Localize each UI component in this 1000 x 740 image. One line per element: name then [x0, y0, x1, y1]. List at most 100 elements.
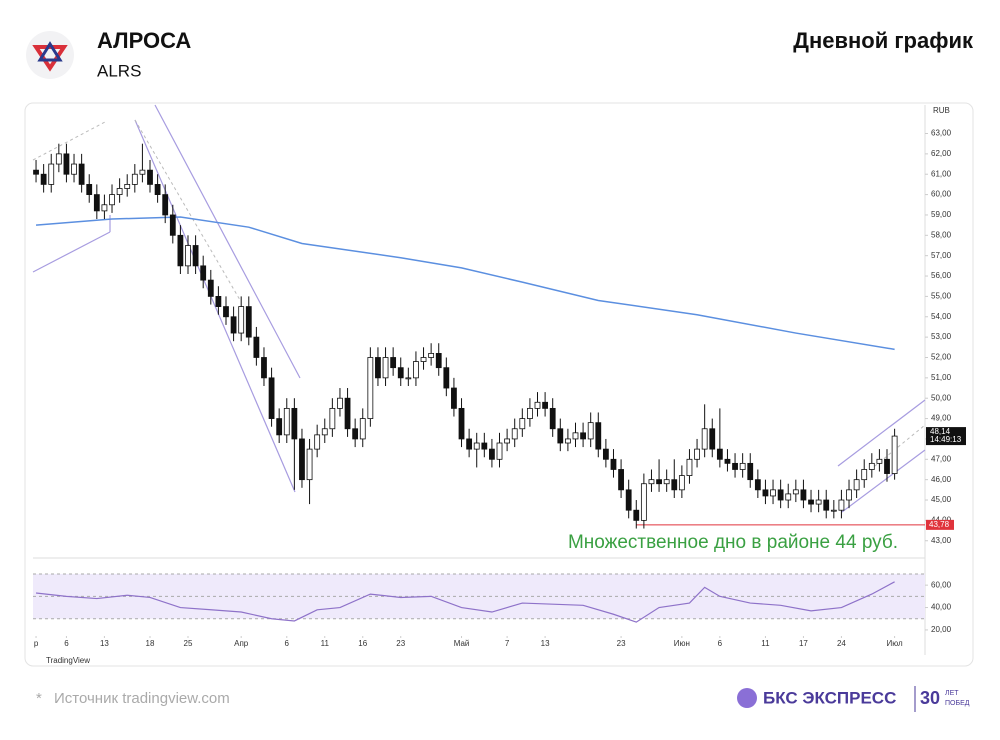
candle-body	[78, 163, 85, 185]
candle-body	[71, 163, 77, 175]
candle-body	[116, 188, 123, 195]
candle-body	[86, 184, 93, 195]
candle-body	[413, 361, 419, 379]
candle-body	[466, 438, 473, 450]
candle-body	[329, 407, 336, 430]
candle-body	[291, 407, 298, 440]
candle-body	[633, 509, 640, 521]
price-tag-time: 14:49:13	[930, 435, 962, 444]
candle-body	[747, 462, 754, 481]
candle-body	[830, 509, 837, 512]
candle-body	[762, 489, 769, 497]
candle-body	[397, 367, 404, 379]
candle-body	[154, 184, 161, 195]
candle-body	[215, 296, 222, 307]
candle-body	[580, 432, 586, 440]
candle-body	[109, 194, 115, 206]
logo	[26, 31, 74, 79]
candle-body	[245, 306, 252, 338]
y-tick-label: 45,00	[931, 495, 952, 504]
candle-body	[496, 442, 503, 460]
candle-body	[686, 458, 693, 476]
x-tick-label: 6	[64, 639, 69, 648]
candle-body	[868, 462, 875, 470]
years-text: ЛЕТ	[945, 690, 959, 697]
x-tick-label: 23	[396, 639, 405, 648]
note-mark: *	[36, 690, 42, 707]
candle-body	[663, 479, 670, 485]
candle-body	[640, 483, 647, 521]
candle-body	[283, 407, 290, 436]
candle-body	[823, 499, 830, 511]
candle-body	[549, 407, 556, 430]
candle-body	[276, 418, 283, 436]
years-text: ПОБЕД	[945, 700, 970, 707]
x-tick-label: 13	[100, 639, 109, 648]
candle-body	[694, 448, 700, 460]
candle-body	[511, 428, 518, 440]
candle-body	[192, 245, 199, 267]
candle-body	[337, 397, 343, 409]
chart-label: Дневной график	[793, 28, 974, 53]
price-tag-label: 48,14	[930, 427, 951, 436]
y-tick-label: 56,00	[931, 271, 952, 280]
candle-body	[299, 438, 305, 481]
x-tick-label: 11	[761, 639, 770, 648]
plot: 43,0044,0045,0046,0047,0048,0049,0050,00…	[33, 129, 966, 648]
candle-body	[200, 265, 207, 281]
candle-body	[443, 367, 450, 389]
candle-body	[815, 499, 822, 505]
y-tick-label: 61,00	[931, 169, 952, 178]
x-tick-label: 18	[146, 639, 155, 648]
candle-body	[382, 357, 389, 379]
candle-body	[671, 479, 678, 491]
candle-body	[770, 489, 776, 497]
candle-body	[124, 184, 131, 189]
candle-body	[268, 377, 275, 419]
y-tick-label: 59,00	[931, 210, 952, 219]
brand-icon	[737, 688, 757, 708]
y-tick-label: 63,00	[931, 129, 952, 138]
tv-logo: TradingView	[46, 656, 90, 665]
source: Источник tradingview.com	[54, 690, 230, 707]
candle-body	[352, 428, 359, 440]
candle-body	[451, 387, 457, 409]
candle-body	[595, 422, 602, 450]
candle-body	[754, 479, 761, 491]
x-tick-label: 6	[718, 639, 723, 648]
candle-body	[435, 353, 442, 369]
annotation: Множественное дно в районе 44 руб.	[568, 532, 898, 553]
candle-body	[564, 438, 571, 444]
candle-body	[701, 428, 708, 450]
candle-body	[253, 336, 260, 358]
candle-body	[261, 357, 267, 379]
y-tick-label: 55,00	[931, 292, 952, 301]
currency: RUB	[933, 106, 950, 115]
x-tick-label: 16	[358, 639, 367, 648]
candle-body	[542, 401, 549, 409]
y-tick-label: 60,00	[931, 190, 952, 199]
candle-body	[610, 458, 617, 470]
candle-body	[504, 438, 511, 444]
rsi-tick-label: 60,00	[931, 580, 952, 589]
x-tick-label: 6	[285, 639, 290, 648]
moving-average	[35, 216, 895, 351]
candle-body	[405, 377, 412, 380]
candle-body	[891, 435, 898, 474]
candle-body	[185, 245, 191, 267]
candle-body	[800, 489, 807, 501]
candle-body	[724, 458, 731, 464]
candle-body	[207, 279, 214, 297]
candle-body	[732, 462, 738, 470]
candle-body	[709, 428, 716, 450]
y-tick-label: 52,00	[931, 353, 952, 362]
candle-body	[739, 462, 746, 470]
candle-body	[785, 493, 792, 501]
rsi-tick-label: 40,00	[931, 603, 952, 612]
x-tick-label: Май	[454, 639, 470, 648]
candle-body	[853, 479, 860, 491]
level-tag	[926, 519, 954, 530]
dashed-lines	[32, 119, 926, 471]
rsi-tick-label: 20,00	[931, 625, 952, 634]
price-tag	[926, 427, 966, 446]
